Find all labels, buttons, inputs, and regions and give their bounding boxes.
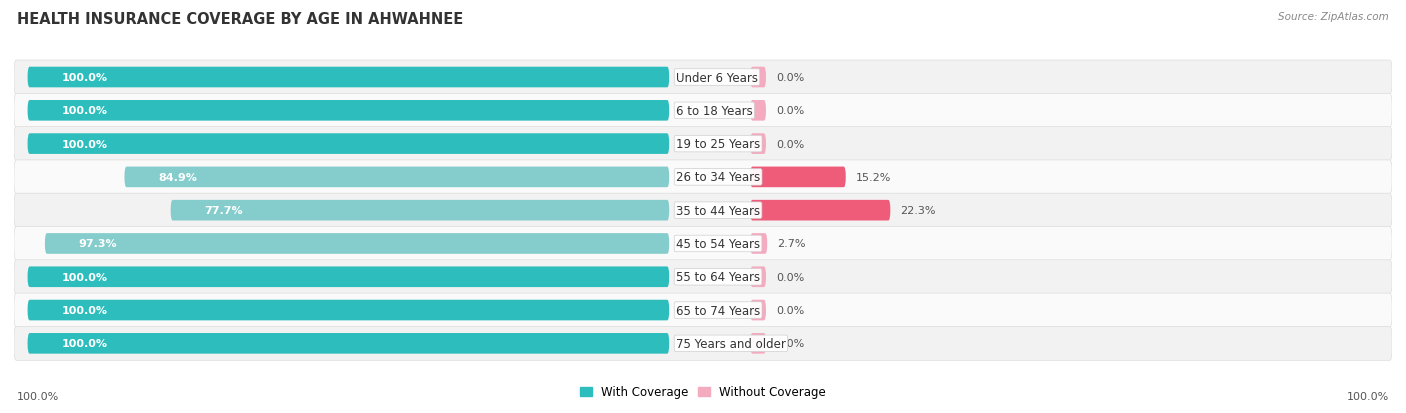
Text: 100.0%: 100.0%	[17, 391, 59, 401]
Text: 2.7%: 2.7%	[778, 239, 806, 249]
Text: 100.0%: 100.0%	[62, 106, 107, 116]
Text: 100.0%: 100.0%	[1347, 391, 1389, 401]
FancyBboxPatch shape	[14, 194, 1392, 228]
FancyBboxPatch shape	[14, 293, 1392, 327]
FancyBboxPatch shape	[28, 101, 669, 121]
FancyBboxPatch shape	[751, 300, 766, 320]
FancyBboxPatch shape	[751, 234, 768, 254]
Text: 100.0%: 100.0%	[62, 73, 107, 83]
Text: 0.0%: 0.0%	[776, 139, 804, 149]
Legend: With Coverage, Without Coverage: With Coverage, Without Coverage	[575, 381, 831, 403]
FancyBboxPatch shape	[14, 260, 1392, 294]
Text: 100.0%: 100.0%	[62, 139, 107, 149]
Text: 97.3%: 97.3%	[79, 239, 117, 249]
FancyBboxPatch shape	[751, 68, 766, 88]
Text: 0.0%: 0.0%	[776, 339, 804, 349]
Text: 100.0%: 100.0%	[62, 272, 107, 282]
Text: 26 to 34 Years: 26 to 34 Years	[676, 171, 761, 184]
Text: Source: ZipAtlas.com: Source: ZipAtlas.com	[1278, 12, 1389, 22]
Text: 100.0%: 100.0%	[62, 305, 107, 315]
Text: 65 to 74 Years: 65 to 74 Years	[676, 304, 761, 317]
Text: 22.3%: 22.3%	[900, 206, 936, 216]
FancyBboxPatch shape	[14, 327, 1392, 361]
Text: Under 6 Years: Under 6 Years	[676, 71, 758, 84]
FancyBboxPatch shape	[28, 333, 669, 354]
Text: 0.0%: 0.0%	[776, 73, 804, 83]
Text: 35 to 44 Years: 35 to 44 Years	[676, 204, 761, 217]
Text: 0.0%: 0.0%	[776, 305, 804, 315]
Text: HEALTH INSURANCE COVERAGE BY AGE IN AHWAHNEE: HEALTH INSURANCE COVERAGE BY AGE IN AHWA…	[17, 12, 463, 27]
Text: 77.7%: 77.7%	[204, 206, 243, 216]
Text: 75 Years and older: 75 Years and older	[676, 337, 786, 350]
Text: 55 to 64 Years: 55 to 64 Years	[676, 271, 761, 284]
FancyBboxPatch shape	[751, 167, 846, 188]
FancyBboxPatch shape	[125, 167, 669, 188]
Text: 0.0%: 0.0%	[776, 272, 804, 282]
FancyBboxPatch shape	[28, 68, 669, 88]
FancyBboxPatch shape	[751, 134, 766, 154]
FancyBboxPatch shape	[170, 200, 669, 221]
Text: 6 to 18 Years: 6 to 18 Years	[676, 104, 752, 118]
FancyBboxPatch shape	[751, 101, 766, 121]
FancyBboxPatch shape	[14, 61, 1392, 95]
FancyBboxPatch shape	[28, 300, 669, 320]
FancyBboxPatch shape	[751, 200, 890, 221]
FancyBboxPatch shape	[751, 333, 766, 354]
FancyBboxPatch shape	[14, 127, 1392, 161]
FancyBboxPatch shape	[751, 267, 766, 287]
Text: 15.2%: 15.2%	[856, 173, 891, 183]
Text: 45 to 54 Years: 45 to 54 Years	[676, 237, 761, 250]
Text: 19 to 25 Years: 19 to 25 Years	[676, 138, 761, 151]
Text: 84.9%: 84.9%	[159, 173, 197, 183]
FancyBboxPatch shape	[28, 134, 669, 154]
FancyBboxPatch shape	[14, 161, 1392, 195]
FancyBboxPatch shape	[45, 234, 669, 254]
Text: 0.0%: 0.0%	[776, 106, 804, 116]
FancyBboxPatch shape	[28, 267, 669, 287]
FancyBboxPatch shape	[14, 94, 1392, 128]
Text: 100.0%: 100.0%	[62, 339, 107, 349]
FancyBboxPatch shape	[14, 227, 1392, 261]
